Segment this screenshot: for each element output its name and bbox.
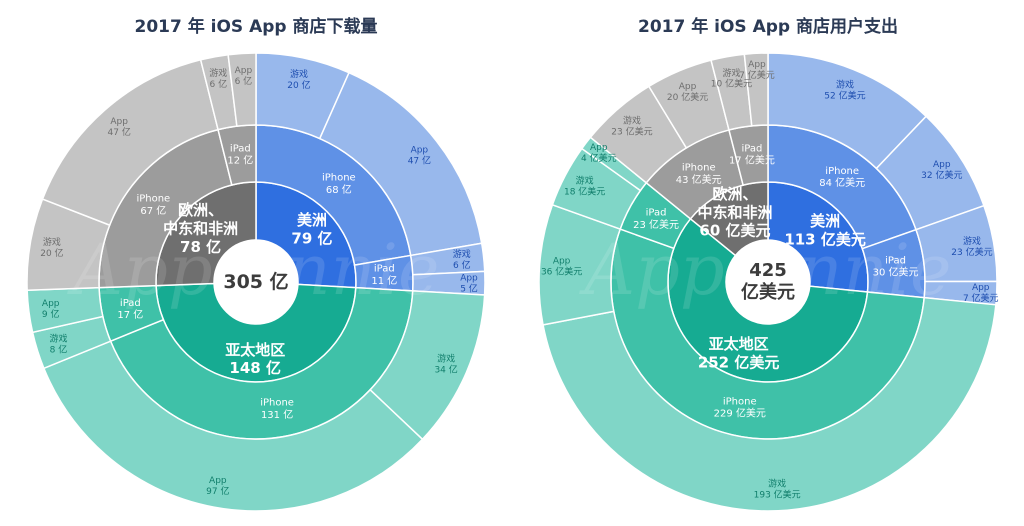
device-label-europe-ipad: iPad 17 亿美元 [729,143,775,166]
type-label-americas-iphone-app: App 32 亿美元 [921,160,962,181]
region-label-europe: 欧洲、中东和非洲 60 亿美元 [697,185,772,240]
type-label-apac-iphone-game: 游戏 34 亿 [434,352,457,375]
type-segment-europe-ipad-app [227,52,257,128]
type-label-apac-iphone-app: App 97 亿 [206,475,229,496]
type-segment-europe-ipad-app [743,52,769,127]
type-label-apac-ipad-app: App 9 亿 [42,299,60,320]
device-label-europe-ipad: iPad 12 亿 [227,143,253,166]
region-label-apac: 亚太地区 148 亿 [225,340,285,376]
device-label-americas-iphone: iPhone 84 亿美元 [819,166,865,189]
type-label-apac-ipad-app: App 4 亿美元 [581,143,617,164]
type-label-americas-ipad-game: 游戏 6 亿 [453,248,471,271]
type-label-apac-ipad-game: 游戏 8 亿 [49,332,67,355]
type-label-apac-iphone-game: 游戏 193 亿美元 [754,477,801,500]
type-label-apac-ipad-game: 游戏 18 亿美元 [564,174,605,197]
center-hole [728,242,808,322]
device-label-apac-ipad: iPad 17 亿 [117,298,143,321]
device-label-apac-iphone: iPhone 131 亿 [260,398,294,421]
type-label-europe-iphone-game: 游戏 23 亿美元 [611,114,652,137]
device-label-europe-iphone: iPhone 43 亿美元 [676,163,722,186]
region-label-europe: 欧洲、中东和非洲 78 亿 [163,201,238,256]
type-label-europe-ipad-game: 游戏 6 亿 [209,66,227,89]
region-label-americas: 美洲 79 亿 [291,210,332,246]
type-label-americas-iphone-app: App 47 亿 [408,145,431,166]
type-label-americas-ipad-app: App 5 亿 [460,273,478,294]
device-label-americas-ipad: iPad 30 亿美元 [873,256,919,279]
device-label-europe-iphone: iPhone 67 亿 [136,194,170,217]
device-label-americas-iphone: iPhone 68 亿 [322,173,356,196]
total-label: 305 亿 [223,270,288,293]
total-label: 425 亿美元 [741,260,795,303]
chart-title-spend: 2017 年 iOS App 商店用户支出 [637,17,898,37]
device-label-americas-ipad: iPad 11 亿 [371,264,397,287]
region-label-apac: 亚太地区 252 亿美元 [698,335,780,371]
region-label-americas: 美洲 113 亿美元 [784,212,866,248]
center-hole [216,242,296,322]
type-label-americas-ipad-app: App 7 亿美元 [963,282,999,303]
chart-title-downloads: 2017 年 iOS App 商店下载量 [134,17,378,37]
device-label-apac-iphone: iPhone 229 亿美元 [714,396,766,419]
device-label-apac-ipad: iPad 23 亿美元 [633,208,679,231]
type-label-europe-ipad-app: App 7 亿美元 [739,59,775,80]
type-label-americas-iphone-game: 游戏 20 亿 [287,68,310,91]
type-segment-apac-iphone-game [542,296,997,512]
type-label-europe-iphone-app: App 20 亿美元 [667,81,708,102]
type-label-americas-ipad-game: 游戏 23 亿美元 [951,235,992,258]
type-segment-apac-iphone-app [42,340,424,512]
type-label-europe-iphone-app: App 47 亿 [108,117,131,138]
type-label-europe-ipad-game: 游戏 10 亿美元 [711,66,752,89]
type-label-europe-ipad-app: App 6 亿 [235,65,253,86]
type-label-americas-iphone-game: 游戏 52 亿美元 [824,78,865,101]
type-label-europe-iphone-game: 游戏 20 亿 [40,236,63,259]
type-label-apac-iphone-app: App 36 亿美元 [541,256,582,277]
